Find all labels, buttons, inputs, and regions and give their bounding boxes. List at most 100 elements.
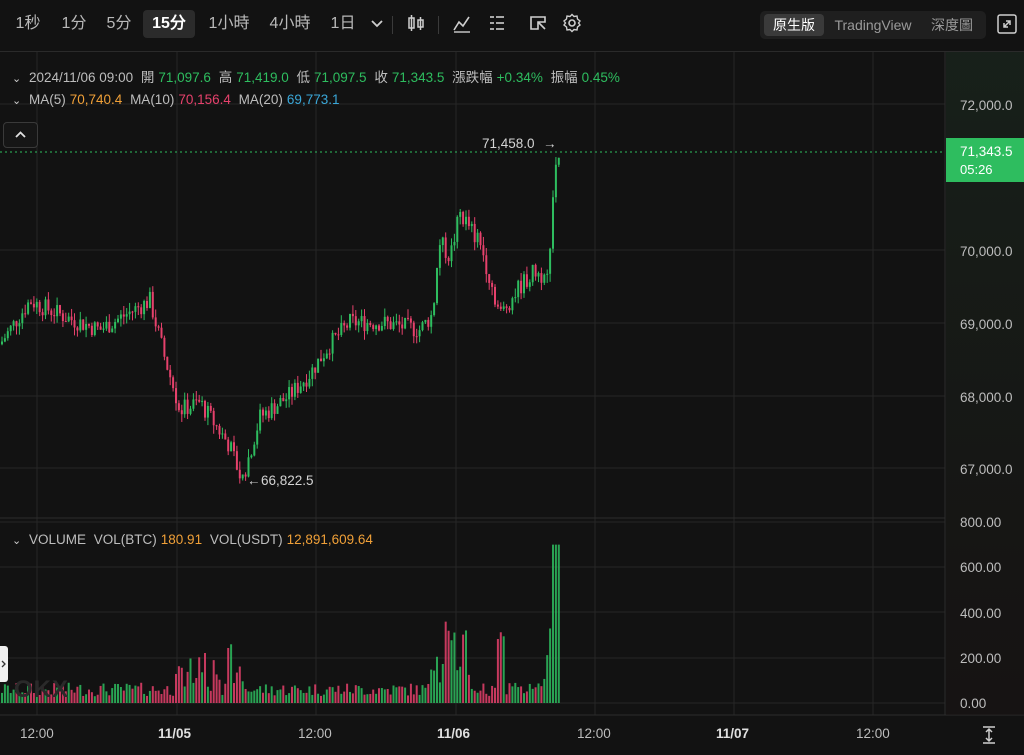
candle-body — [276, 406, 279, 414]
candle-body — [273, 403, 276, 414]
candle-body — [47, 299, 50, 311]
candle-body — [99, 326, 102, 330]
volume-bar — [554, 544, 557, 703]
time-tick: 12:00 — [577, 726, 611, 741]
fullscreen-icon[interactable] — [996, 13, 1018, 35]
candlestick-icon[interactable] — [405, 12, 427, 36]
low-annotation: 66,822.5 — [261, 473, 314, 488]
volume-bar — [137, 686, 140, 703]
timeframe-15m[interactable]: 15分 — [143, 10, 195, 38]
volume-bar — [357, 686, 360, 703]
gear-icon[interactable] — [561, 12, 583, 36]
volume-bar — [557, 544, 560, 703]
volume-bar — [276, 690, 279, 703]
indicators-icon[interactable] — [451, 12, 473, 36]
candle-body — [557, 157, 560, 165]
auto-scale-icon[interactable] — [978, 724, 1000, 746]
volume-bar — [82, 695, 85, 703]
candle-body — [96, 322, 99, 327]
candle-body — [235, 451, 238, 470]
candle-body — [212, 410, 215, 426]
volume-bar — [456, 670, 459, 703]
chevron-down-icon[interactable]: ⌄ — [12, 95, 22, 107]
candle-body — [537, 273, 540, 277]
ohlc-legend: ⌄ 2024/11/06 09:00 開 71,097.6 高 71,419.0 低… — [12, 66, 624, 86]
candle-body — [482, 245, 485, 256]
candle-body — [189, 408, 192, 414]
candle-body — [308, 378, 311, 387]
timeframe-5m[interactable]: 5分 — [106, 15, 132, 32]
timeframe-1m[interactable]: 1分 — [61, 15, 87, 32]
time-tick: 11/06 — [437, 726, 471, 741]
volume-bar — [96, 694, 99, 703]
chevron-down-icon[interactable]: ⌄ — [12, 535, 22, 547]
candle-body — [311, 367, 314, 379]
view-native[interactable]: 原生版 — [764, 14, 824, 36]
candle-body — [525, 274, 528, 287]
candle-body — [76, 327, 79, 331]
candle-body — [6, 331, 9, 339]
volume-bar — [163, 689, 166, 703]
candle-body — [73, 320, 76, 328]
volume-bar — [433, 670, 436, 703]
view-tradingview[interactable]: TradingView — [834, 17, 912, 33]
candle-body — [534, 264, 537, 277]
candle-body — [314, 367, 317, 373]
collapse-legend-button[interactable] — [3, 122, 38, 148]
timeframe-1h[interactable]: 1小時 — [208, 15, 250, 32]
view-depth[interactable]: 深度圖 — [931, 17, 973, 33]
candle-body — [114, 322, 117, 329]
template-icon[interactable] — [527, 12, 549, 36]
candle-body — [117, 318, 119, 323]
candle-body — [317, 358, 320, 373]
chevron-down-icon[interactable] — [366, 12, 388, 36]
volume-bar — [392, 685, 395, 703]
volume-bar — [264, 684, 267, 703]
volume-bar — [337, 685, 340, 703]
ma5-label: MA(5) — [28, 92, 66, 107]
timeframe-1s[interactable]: 1秒 — [15, 15, 41, 32]
side-panel-handle[interactable] — [0, 646, 8, 682]
volume-bar — [93, 696, 96, 703]
candle-body — [154, 317, 157, 327]
volume-bar — [99, 685, 102, 703]
settings-list-icon[interactable] — [486, 12, 508, 36]
high-value: 71,419.0 — [236, 70, 289, 85]
volume-bar — [291, 686, 293, 703]
price-tick: 68,000.0 — [960, 390, 1013, 405]
volume-bar — [212, 660, 215, 703]
candle-body — [195, 399, 198, 401]
volume-tick: 800.00 — [960, 515, 1001, 530]
volume-bar — [378, 688, 380, 703]
volume-bar — [117, 684, 119, 703]
price-tick: 67,000.0 — [960, 462, 1013, 477]
candle-body — [30, 302, 32, 304]
timeframe-1d[interactable]: 1日 — [330, 15, 356, 32]
volume-bar — [386, 689, 389, 703]
timeframe-4h[interactable]: 4小時 — [269, 15, 311, 32]
candle-body — [148, 291, 151, 308]
volume-bar — [30, 683, 32, 703]
candle-body — [61, 313, 64, 322]
volume-bar — [360, 688, 363, 703]
candle-body — [502, 306, 505, 309]
candle-body — [157, 326, 160, 328]
chevron-down-icon[interactable]: ⌄ — [12, 73, 22, 85]
candle-body — [70, 316, 73, 321]
volume-bar — [53, 683, 56, 703]
candle-body — [67, 316, 70, 322]
candlestick-series — [1, 157, 560, 484]
low-arrow: ← — [247, 473, 261, 488]
candle-body — [241, 474, 244, 479]
candle-body — [206, 405, 209, 418]
price-chart[interactable]: 72,000.0 70,000.0 69,000.0 68,000.0 67,0… — [0, 52, 1024, 755]
volume-bar — [38, 694, 41, 703]
candle-body — [201, 400, 204, 402]
candle-body — [79, 319, 82, 331]
candle-body — [517, 280, 520, 298]
candle-body — [218, 425, 221, 435]
volume-bar — [430, 669, 433, 703]
volume-bar — [383, 689, 386, 703]
candle-body — [380, 326, 383, 331]
volume-bar — [496, 639, 499, 703]
